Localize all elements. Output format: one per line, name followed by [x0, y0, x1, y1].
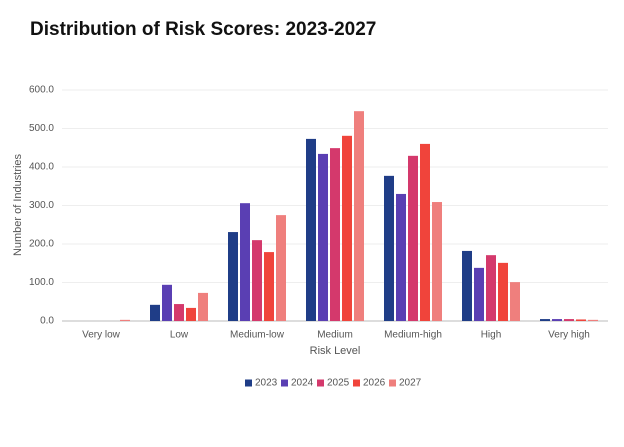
y-axis-title: Number of Industries — [12, 153, 24, 256]
legend-swatch — [245, 379, 252, 387]
bar — [306, 138, 316, 321]
legend-label: 2023 — [255, 378, 278, 389]
bar — [396, 193, 406, 321]
legend-label: 2025 — [327, 378, 350, 389]
y-tick-label: 400.0 — [29, 162, 54, 173]
x-axis-title: Risk Level — [310, 345, 361, 357]
bar — [276, 215, 286, 321]
legend-label: 2026 — [363, 378, 386, 389]
chart-title: Distribution of Risk Scores: 2023-2027 — [30, 19, 376, 40]
legend-swatch — [317, 379, 324, 387]
bar — [510, 282, 520, 321]
y-tick-label: 300.0 — [29, 200, 54, 211]
bar — [384, 175, 394, 321]
bar — [576, 319, 586, 321]
x-tick-label: Medium-high — [384, 330, 442, 341]
bar — [498, 262, 508, 321]
legend-swatch — [353, 379, 360, 387]
bar — [330, 148, 340, 321]
bar — [462, 250, 472, 321]
bar — [318, 153, 328, 321]
x-tick-label: Medium-low — [230, 330, 285, 341]
x-tick-label: Medium — [317, 330, 353, 341]
bar — [408, 155, 418, 321]
y-tick-label: 0.0 — [40, 316, 54, 327]
bar — [588, 319, 598, 321]
bar — [264, 252, 274, 321]
y-tick-label: 500.0 — [29, 123, 54, 134]
x-tick-label: Very high — [548, 330, 590, 341]
bar — [432, 202, 442, 321]
x-tick-label: Low — [170, 330, 189, 341]
bar — [162, 284, 172, 321]
legend-label: 2024 — [291, 378, 314, 389]
x-tick-label: High — [481, 330, 502, 341]
bar — [186, 307, 196, 321]
y-tick-label: 200.0 — [29, 239, 54, 250]
bar — [420, 143, 430, 321]
legend-swatch — [281, 379, 288, 387]
bar — [240, 203, 250, 321]
legend-label: 2027 — [399, 378, 422, 389]
y-tick-label: 100.0 — [29, 277, 54, 288]
bar — [474, 267, 484, 321]
bar — [252, 240, 262, 321]
bar — [174, 304, 184, 321]
bar — [342, 135, 352, 321]
bar — [150, 304, 160, 321]
bar — [120, 319, 130, 321]
legend-swatch — [389, 379, 396, 387]
bar — [564, 319, 574, 321]
bar — [486, 255, 496, 321]
bar — [228, 232, 238, 321]
x-tick-label: Very low — [82, 330, 121, 341]
bar — [540, 319, 550, 321]
bar — [198, 292, 208, 321]
bar — [552, 319, 562, 321]
y-tick-label: 600.0 — [29, 85, 54, 96]
bar — [354, 111, 364, 321]
